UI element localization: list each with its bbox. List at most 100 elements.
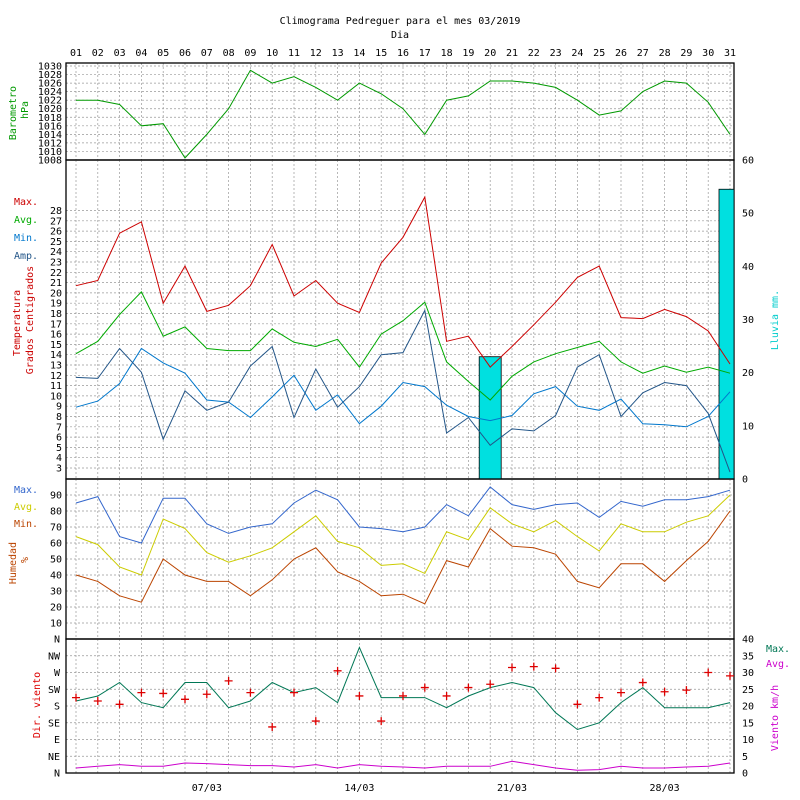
wind-dir-marker <box>72 693 80 702</box>
wind-dir-marker <box>551 664 560 673</box>
wind-dir-marker <box>224 676 233 685</box>
y2-tick-label: 50 <box>742 209 754 220</box>
week-label: 21/03 <box>497 783 527 794</box>
wind-dir-marker <box>595 693 604 702</box>
y-tick-label: 10 <box>50 619 62 630</box>
wind-dir-marker <box>290 688 298 697</box>
y-tick-label: 19 <box>50 299 62 310</box>
y-tick-label: 60 <box>50 539 62 550</box>
day-label: 19 <box>462 48 474 59</box>
y-tick-label: 6 <box>56 433 62 444</box>
day-label: 01 <box>70 48 82 59</box>
week-label: 28/03 <box>650 783 680 794</box>
y2-tick-label: 60 <box>742 156 754 167</box>
y-tick-label: 10 <box>50 391 62 402</box>
legend-hum-max: Max. <box>14 485 38 496</box>
wind-dir-marker <box>420 683 429 692</box>
temperature-ylabel: Temperatura Grados Centigrados <box>12 266 36 374</box>
wind-dir-marker <box>202 690 211 699</box>
wind-dir-marker <box>377 717 386 726</box>
wind-dir-marker <box>486 680 495 689</box>
y2-tick-label: 0 <box>742 769 748 780</box>
day-label: 21 <box>506 48 518 59</box>
y-tick-label: 23 <box>50 258 62 269</box>
rain-bar <box>478 356 502 480</box>
y-tick-label: SW <box>48 685 61 696</box>
wind-speed-ylabel: Viento km/h <box>770 685 781 751</box>
day-labels-top: 01 02 03 04 05 06 07 08 09 10 11 12 13 14 15 16 17 18 19 20… <box>70 48 736 59</box>
y-tick-label: 1028 <box>38 70 62 81</box>
temperature-ylabel-line2: Grados Centigrados <box>25 266 36 374</box>
y-tick-label: 30 <box>50 587 62 598</box>
y-tick-label: 13 <box>50 361 62 372</box>
y-tick-label: 26 <box>50 227 62 238</box>
y-tick-label: 5 <box>56 443 62 454</box>
y-tick-label: 1020 <box>38 104 62 115</box>
day-label: 04 <box>135 48 147 59</box>
legend-wind-avg: Avg. <box>766 659 790 670</box>
y-tick-label: 4 <box>56 453 62 464</box>
y-tick-label: 70 <box>50 523 62 534</box>
y-tick-label: 1018 <box>38 113 62 124</box>
wind-dir-marker <box>268 722 277 731</box>
y-tick-label: NE <box>48 752 60 763</box>
y-tick-label: 16 <box>50 330 62 341</box>
y2-tick-label: 10 <box>742 735 754 746</box>
day-label: 06 <box>179 48 191 59</box>
humidity-ylabel-line2: % <box>20 557 31 563</box>
wind-dir-marker <box>333 666 342 675</box>
y-tick-label: 1024 <box>38 87 62 98</box>
day-label: 18 <box>441 48 453 59</box>
wind-dir-marker <box>115 700 124 709</box>
day-label: 03 <box>114 48 126 59</box>
y-tick-label: 50 <box>50 555 62 566</box>
y2-tick-label: 25 <box>742 685 754 696</box>
temp-min-line <box>75 347 731 428</box>
humidity-legend: Max. Avg. Min. <box>14 485 38 530</box>
temp-amp-line <box>75 308 731 473</box>
temperature-plot: 3456789101112131415161718192021222324252… <box>50 156 754 486</box>
wind-dir-marker <box>355 691 364 700</box>
day-label: 23 <box>550 48 562 59</box>
wind-plot: N NE E SE S SW W NW N 0 5 10 15 20 25 30 35 40 <box>48 635 754 780</box>
humidity-ylabel-line1: Humedad <box>8 542 19 584</box>
y2-tick-label: 40 <box>742 262 754 273</box>
y2-tick-label: 10 <box>742 421 754 432</box>
legend-max: Max. <box>14 197 38 208</box>
y-tick-label: 1012 <box>38 138 62 149</box>
y-tick-label: 20 <box>50 603 62 614</box>
day-label: 30 <box>702 48 714 59</box>
day-label: 25 <box>593 48 605 59</box>
legend-avg: Avg. <box>14 215 38 226</box>
y2-tick-label: 15 <box>742 718 754 729</box>
day-label: 20 <box>484 48 496 59</box>
y2-tick-label: 40 <box>742 635 754 646</box>
y-tick-label: 27 <box>50 216 62 227</box>
y-tick-label: 18 <box>50 309 62 320</box>
humidity-panel: Humedad % 10 20 30 40 50 60 70 80 90 Max. Avg. Min… <box>8 478 735 640</box>
barometer-ylabel: Barometro hPa <box>8 80 31 140</box>
wind-dir-marker <box>682 686 691 695</box>
day-label: 28 <box>659 48 671 59</box>
y-tick-label: 28 <box>50 206 62 217</box>
y-tick-label: W <box>54 668 61 679</box>
y-tick-label: 1010 <box>38 147 62 158</box>
y-tick-label: N <box>54 635 60 646</box>
wind-avg-line <box>75 760 731 771</box>
temperature-panel: Temperatura Grados Centigrados Lluvia mm… <box>12 156 781 486</box>
wind-dir-marker <box>704 668 713 677</box>
wind-dir-ylabel: Dir. viento <box>32 672 43 738</box>
day-label: 26 <box>615 48 627 59</box>
y-tick-label: 17 <box>50 319 62 330</box>
y2-tick-label: 30 <box>742 315 754 326</box>
wind-dir-marker <box>93 696 102 705</box>
y-tick-label: 1026 <box>38 79 62 90</box>
y-tick-label: 9 <box>56 402 62 413</box>
day-label: 07 <box>201 48 213 59</box>
y-tick-label: 1016 <box>38 121 62 132</box>
day-label: 17 <box>419 48 431 59</box>
y-tick-label: 25 <box>50 237 62 248</box>
x-axis-label: Dia <box>391 30 409 41</box>
y-tick-label: SE <box>48 718 60 729</box>
y2-tick-label: 0 <box>742 475 748 486</box>
